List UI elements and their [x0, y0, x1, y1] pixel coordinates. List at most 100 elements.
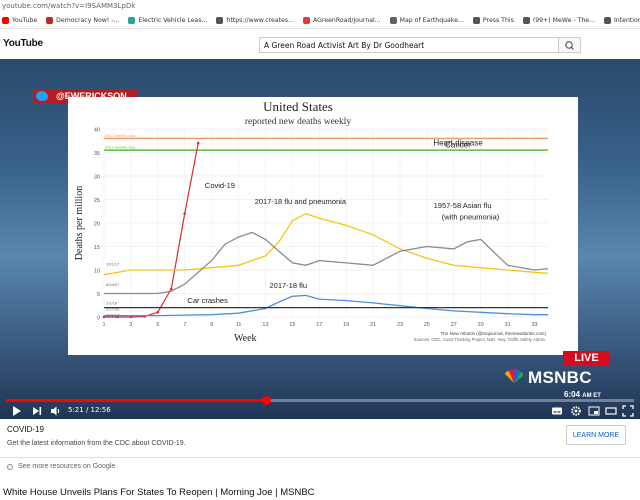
covid-point	[102, 315, 106, 319]
info-text: Get the latest information from the CDC …	[7, 440, 186, 447]
x-tick-label: 11	[236, 322, 242, 328]
series-line-1	[104, 142, 199, 318]
twitter-bird-icon	[36, 91, 48, 101]
reference-line-note: 2017 weekly avg.	[105, 133, 136, 138]
miniplayer-icon	[588, 406, 600, 416]
bookmark-favicon-icon	[389, 16, 397, 24]
more-resources-label: See more resources on Google	[18, 463, 116, 470]
youtube-logo[interactable]: YouTube	[3, 38, 43, 49]
series-line-2	[103, 212, 549, 276]
bookmark-label: Map of Earthquake...	[399, 16, 464, 24]
bookmark-favicon-icon	[603, 16, 611, 24]
info-title: COVID-19	[7, 425, 44, 434]
volume-icon	[51, 406, 60, 416]
x-tick-label: 7	[183, 322, 186, 328]
play-icon	[13, 406, 21, 416]
x-tick-label: 3	[129, 322, 132, 328]
bookmark-favicon-icon	[216, 16, 224, 24]
volume-button[interactable]	[50, 403, 62, 419]
subtitles-button[interactable]	[551, 403, 563, 419]
gear-icon	[571, 406, 581, 416]
clock-time: 6:04	[564, 390, 581, 399]
chart-slide: United States reported new deaths weekly 0…	[68, 97, 578, 355]
more-resources-link[interactable]: See more resources on Google	[7, 463, 115, 470]
progress-fill	[6, 399, 266, 402]
series-label: 2017-18 flu and pneumonia	[255, 197, 347, 206]
bookmark-label: Democracy Now! -...	[56, 16, 120, 24]
covid-point	[183, 212, 187, 215]
bookmark-item[interactable]: Democracy Now! -...	[46, 16, 120, 24]
play-button[interactable]	[12, 403, 22, 419]
bookmark-label: YouTube	[12, 16, 38, 24]
heart-disease-label: Heart disease	[433, 138, 483, 147]
x-tick-label: 23	[397, 322, 403, 328]
x-tick-label: 5	[156, 322, 159, 328]
clock-timezone: AM ET	[582, 393, 601, 399]
x-tick-label: 1	[102, 322, 105, 328]
player-controls: 5:21 / 12:56	[0, 403, 640, 419]
y-tick-label: 15	[94, 245, 100, 251]
settings-button[interactable]	[570, 403, 582, 419]
y-tick-label: 35	[94, 151, 100, 157]
onscreen-clock: 6:04 AM ET	[564, 390, 601, 399]
subtitles-icon	[552, 407, 562, 415]
x-tick-label: 19	[343, 322, 349, 328]
y-tick-label: 5	[97, 292, 100, 298]
bookmark-favicon-icon	[2, 16, 9, 24]
bookmark-item[interactable]: (99+) MeWe - The...	[522, 16, 595, 24]
covid-point	[129, 315, 133, 319]
covid-info-panel: COVID-19 Get the latest information from…	[0, 420, 640, 458]
miniplayer-button[interactable]	[588, 403, 600, 419]
fullscreen-button[interactable]	[622, 403, 634, 419]
progress-handle[interactable]	[261, 396, 271, 405]
search-button[interactable]	[559, 37, 581, 53]
series-start-label: 10/1/17	[106, 313, 120, 318]
bookmark-item[interactable]: https://www.creates...	[216, 16, 294, 24]
y-tick-label: 10	[94, 269, 100, 275]
series-label: 1957-58 Asian flu	[434, 201, 492, 210]
chart-credit: The New Atlantis (@tnajournal, thenewatl…	[440, 331, 546, 336]
x-tick-label: 27	[451, 322, 457, 328]
live-badge: LIVE	[563, 351, 610, 365]
bookmarks-bar: YouTube Democracy Now! -... Electric Vehic…	[0, 12, 640, 29]
bookmark-favicon-icon	[302, 16, 310, 24]
progress-bar[interactable]	[6, 396, 634, 405]
bookmark-item[interactable]: YouTube	[2, 16, 38, 24]
series-start-label: 2/17/20	[106, 306, 120, 311]
next-button[interactable]	[32, 403, 42, 419]
x-tick-label: 33	[531, 322, 537, 328]
bookmark-item[interactable]: Electric Vehicle Leas...	[128, 16, 207, 24]
bookmark-favicon-icon	[46, 16, 54, 24]
youtube-header: YouTube A Green Road Activist Art By Dr …	[0, 29, 640, 59]
bookmark-favicon-icon	[472, 16, 480, 24]
bookmark-item[interactable]: AGreenRoad/journal...	[302, 16, 381, 24]
skip-next-icon	[33, 407, 42, 415]
chart-subtitle: reported new deaths weekly	[245, 117, 352, 127]
cancer-label: Cancer	[445, 141, 471, 150]
bookmark-item[interactable]: Intentional Blog	[603, 16, 640, 24]
search-input[interactable]: A Green Road Activist Art By Dr Goodhear…	[259, 37, 559, 53]
y-tick-label: 25	[94, 198, 100, 204]
x-tick-label: 21	[370, 322, 376, 328]
bookmark-favicon-icon	[522, 16, 530, 24]
address-bar[interactable]: youtube.com/watch?v=I9SAMM3LpDk	[0, 0, 640, 12]
covid-point	[196, 141, 200, 145]
bookmark-label: Intentional Blog	[613, 16, 640, 24]
series-start-label: 10/1/17	[106, 261, 120, 266]
video-player[interactable]: @EWERICKSON United States reported new de…	[0, 59, 640, 419]
chart-sources: Sources: CDC, Covid Tracking Project, Na…	[414, 337, 546, 342]
time-display: 5:21 / 12:56	[68, 406, 111, 414]
reference-line-note: 2017 weekly avg.	[105, 145, 136, 150]
resource-icon	[7, 463, 13, 470]
deaths-chart: United States reported new deaths weekly 0…	[74, 99, 549, 344]
x-tick-label: 29	[478, 322, 484, 328]
y-tick-label: 20	[94, 222, 100, 228]
theater-button[interactable]	[605, 403, 617, 419]
bookmark-item[interactable]: Press This	[472, 16, 514, 24]
x-tick-label: 17	[316, 322, 322, 328]
bookmark-favicon-icon	[128, 16, 136, 24]
bookmark-item[interactable]: Map of Earthquake...	[389, 16, 464, 24]
learn-more-button[interactable]: LEARN MORE	[566, 425, 626, 445]
video-title: White House Unveils Plans For States To …	[3, 487, 315, 498]
series-label-line2: (with pneumonia)	[442, 213, 500, 222]
